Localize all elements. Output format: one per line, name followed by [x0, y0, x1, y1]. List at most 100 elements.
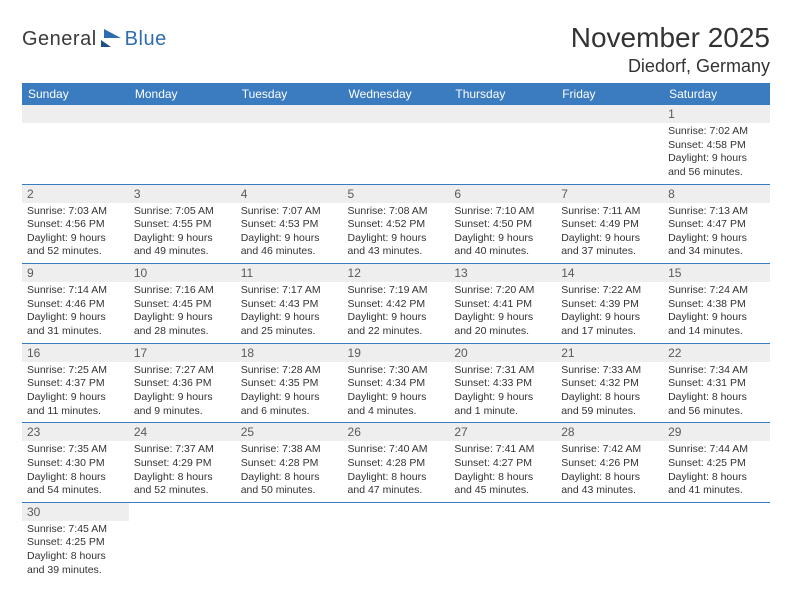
day-info: Sunrise: 7:31 AMSunset: 4:33 PMDaylight:…	[449, 362, 556, 423]
calendar-week: 9Sunrise: 7:14 AMSunset: 4:46 PMDaylight…	[22, 264, 770, 344]
dayname-tuesday: Tuesday	[236, 83, 343, 105]
calendar-cell: 8Sunrise: 7:13 AMSunset: 4:47 PMDaylight…	[663, 184, 770, 264]
day-info: Sunrise: 7:07 AMSunset: 4:53 PMDaylight:…	[236, 203, 343, 264]
logo-text-blue: Blue	[125, 28, 167, 51]
calendar-week: 1Sunrise: 7:02 AMSunset: 4:58 PMDaylight…	[22, 105, 770, 184]
page-title: November 2025	[571, 22, 770, 54]
day-info: Sunrise: 7:16 AMSunset: 4:45 PMDaylight:…	[129, 282, 236, 343]
day-number: 15	[663, 264, 770, 282]
day-info: Sunrise: 7:38 AMSunset: 4:28 PMDaylight:…	[236, 441, 343, 502]
calendar-cell	[236, 105, 343, 184]
calendar-week: 16Sunrise: 7:25 AMSunset: 4:37 PMDayligh…	[22, 343, 770, 423]
day-info: Sunrise: 7:35 AMSunset: 4:30 PMDaylight:…	[22, 441, 129, 502]
dayname-friday: Friday	[556, 83, 663, 105]
calendar-cell: 24Sunrise: 7:37 AMSunset: 4:29 PMDayligh…	[129, 423, 236, 503]
day-info: Sunrise: 7:11 AMSunset: 4:49 PMDaylight:…	[556, 203, 663, 264]
calendar-cell: 28Sunrise: 7:42 AMSunset: 4:26 PMDayligh…	[556, 423, 663, 503]
day-number-empty	[129, 105, 236, 123]
calendar-cell: 2Sunrise: 7:03 AMSunset: 4:56 PMDaylight…	[22, 184, 129, 264]
day-info: Sunrise: 7:10 AMSunset: 4:50 PMDaylight:…	[449, 203, 556, 264]
day-number: 3	[129, 185, 236, 203]
calendar-cell: 12Sunrise: 7:19 AMSunset: 4:42 PMDayligh…	[343, 264, 450, 344]
calendar-week: 23Sunrise: 7:35 AMSunset: 4:30 PMDayligh…	[22, 423, 770, 503]
day-info: Sunrise: 7:17 AMSunset: 4:43 PMDaylight:…	[236, 282, 343, 343]
calendar-cell: 26Sunrise: 7:40 AMSunset: 4:28 PMDayligh…	[343, 423, 450, 503]
day-number: 20	[449, 344, 556, 362]
day-info: Sunrise: 7:08 AMSunset: 4:52 PMDaylight:…	[343, 203, 450, 264]
day-info: Sunrise: 7:45 AMSunset: 4:25 PMDaylight:…	[22, 521, 129, 582]
day-number: 25	[236, 423, 343, 441]
day-number: 16	[22, 344, 129, 362]
calendar-cell: 21Sunrise: 7:33 AMSunset: 4:32 PMDayligh…	[556, 343, 663, 423]
calendar-cell	[449, 105, 556, 184]
logo-sail-icon	[101, 29, 123, 47]
day-info: Sunrise: 7:25 AMSunset: 4:37 PMDaylight:…	[22, 362, 129, 423]
day-info: Sunrise: 7:27 AMSunset: 4:36 PMDaylight:…	[129, 362, 236, 423]
calendar-cell: 3Sunrise: 7:05 AMSunset: 4:55 PMDaylight…	[129, 184, 236, 264]
day-number: 18	[236, 344, 343, 362]
day-info: Sunrise: 7:14 AMSunset: 4:46 PMDaylight:…	[22, 282, 129, 343]
day-info: Sunrise: 7:05 AMSunset: 4:55 PMDaylight:…	[129, 203, 236, 264]
calendar-cell	[129, 502, 236, 581]
day-number-empty	[236, 105, 343, 123]
logo: General Blue	[22, 28, 167, 51]
day-number: 6	[449, 185, 556, 203]
dayname-saturday: Saturday	[663, 83, 770, 105]
calendar-cell: 14Sunrise: 7:22 AMSunset: 4:39 PMDayligh…	[556, 264, 663, 344]
calendar-head: SundayMondayTuesdayWednesdayThursdayFrid…	[22, 83, 770, 105]
day-info: Sunrise: 7:20 AMSunset: 4:41 PMDaylight:…	[449, 282, 556, 343]
dayname-monday: Monday	[129, 83, 236, 105]
day-info: Sunrise: 7:40 AMSunset: 4:28 PMDaylight:…	[343, 441, 450, 502]
day-info: Sunrise: 7:19 AMSunset: 4:42 PMDaylight:…	[343, 282, 450, 343]
calendar-cell: 6Sunrise: 7:10 AMSunset: 4:50 PMDaylight…	[449, 184, 556, 264]
day-number: 4	[236, 185, 343, 203]
logo-text-general: General	[22, 28, 97, 51]
day-number: 28	[556, 423, 663, 441]
calendar-cell: 10Sunrise: 7:16 AMSunset: 4:45 PMDayligh…	[129, 264, 236, 344]
day-number: 14	[556, 264, 663, 282]
day-info: Sunrise: 7:33 AMSunset: 4:32 PMDaylight:…	[556, 362, 663, 423]
header: General Blue November 2025 Diedorf, Germ…	[22, 22, 770, 77]
title-block: November 2025 Diedorf, Germany	[571, 22, 770, 77]
day-number: 13	[449, 264, 556, 282]
calendar-cell: 9Sunrise: 7:14 AMSunset: 4:46 PMDaylight…	[22, 264, 129, 344]
calendar-week: 2Sunrise: 7:03 AMSunset: 4:56 PMDaylight…	[22, 184, 770, 264]
calendar-cell	[663, 502, 770, 581]
calendar-week: 30Sunrise: 7:45 AMSunset: 4:25 PMDayligh…	[22, 502, 770, 581]
calendar-cell	[556, 502, 663, 581]
calendar-cell: 18Sunrise: 7:28 AMSunset: 4:35 PMDayligh…	[236, 343, 343, 423]
location-label: Diedorf, Germany	[571, 56, 770, 77]
calendar-cell	[22, 105, 129, 184]
calendar-cell: 23Sunrise: 7:35 AMSunset: 4:30 PMDayligh…	[22, 423, 129, 503]
calendar-cell: 22Sunrise: 7:34 AMSunset: 4:31 PMDayligh…	[663, 343, 770, 423]
day-info: Sunrise: 7:30 AMSunset: 4:34 PMDaylight:…	[343, 362, 450, 423]
calendar-cell: 30Sunrise: 7:45 AMSunset: 4:25 PMDayligh…	[22, 502, 129, 581]
day-number: 17	[129, 344, 236, 362]
day-info: Sunrise: 7:44 AMSunset: 4:25 PMDaylight:…	[663, 441, 770, 502]
calendar-cell	[449, 502, 556, 581]
dayname-sunday: Sunday	[22, 83, 129, 105]
calendar-cell: 13Sunrise: 7:20 AMSunset: 4:41 PMDayligh…	[449, 264, 556, 344]
day-number: 22	[663, 344, 770, 362]
day-info: Sunrise: 7:22 AMSunset: 4:39 PMDaylight:…	[556, 282, 663, 343]
day-info: Sunrise: 7:34 AMSunset: 4:31 PMDaylight:…	[663, 362, 770, 423]
day-number: 9	[22, 264, 129, 282]
calendar-cell: 19Sunrise: 7:30 AMSunset: 4:34 PMDayligh…	[343, 343, 450, 423]
calendar-cell: 11Sunrise: 7:17 AMSunset: 4:43 PMDayligh…	[236, 264, 343, 344]
day-number-empty	[343, 105, 450, 123]
day-info: Sunrise: 7:13 AMSunset: 4:47 PMDaylight:…	[663, 203, 770, 264]
calendar-cell: 16Sunrise: 7:25 AMSunset: 4:37 PMDayligh…	[22, 343, 129, 423]
day-number: 29	[663, 423, 770, 441]
day-number: 23	[22, 423, 129, 441]
day-number: 19	[343, 344, 450, 362]
day-info: Sunrise: 7:28 AMSunset: 4:35 PMDaylight:…	[236, 362, 343, 423]
calendar-table: SundayMondayTuesdayWednesdayThursdayFrid…	[22, 83, 770, 581]
day-number: 8	[663, 185, 770, 203]
calendar-cell: 27Sunrise: 7:41 AMSunset: 4:27 PMDayligh…	[449, 423, 556, 503]
day-number-empty	[556, 105, 663, 123]
calendar-cell: 7Sunrise: 7:11 AMSunset: 4:49 PMDaylight…	[556, 184, 663, 264]
day-info: Sunrise: 7:37 AMSunset: 4:29 PMDaylight:…	[129, 441, 236, 502]
calendar-cell: 15Sunrise: 7:24 AMSunset: 4:38 PMDayligh…	[663, 264, 770, 344]
day-number: 5	[343, 185, 450, 203]
calendar-cell	[236, 502, 343, 581]
